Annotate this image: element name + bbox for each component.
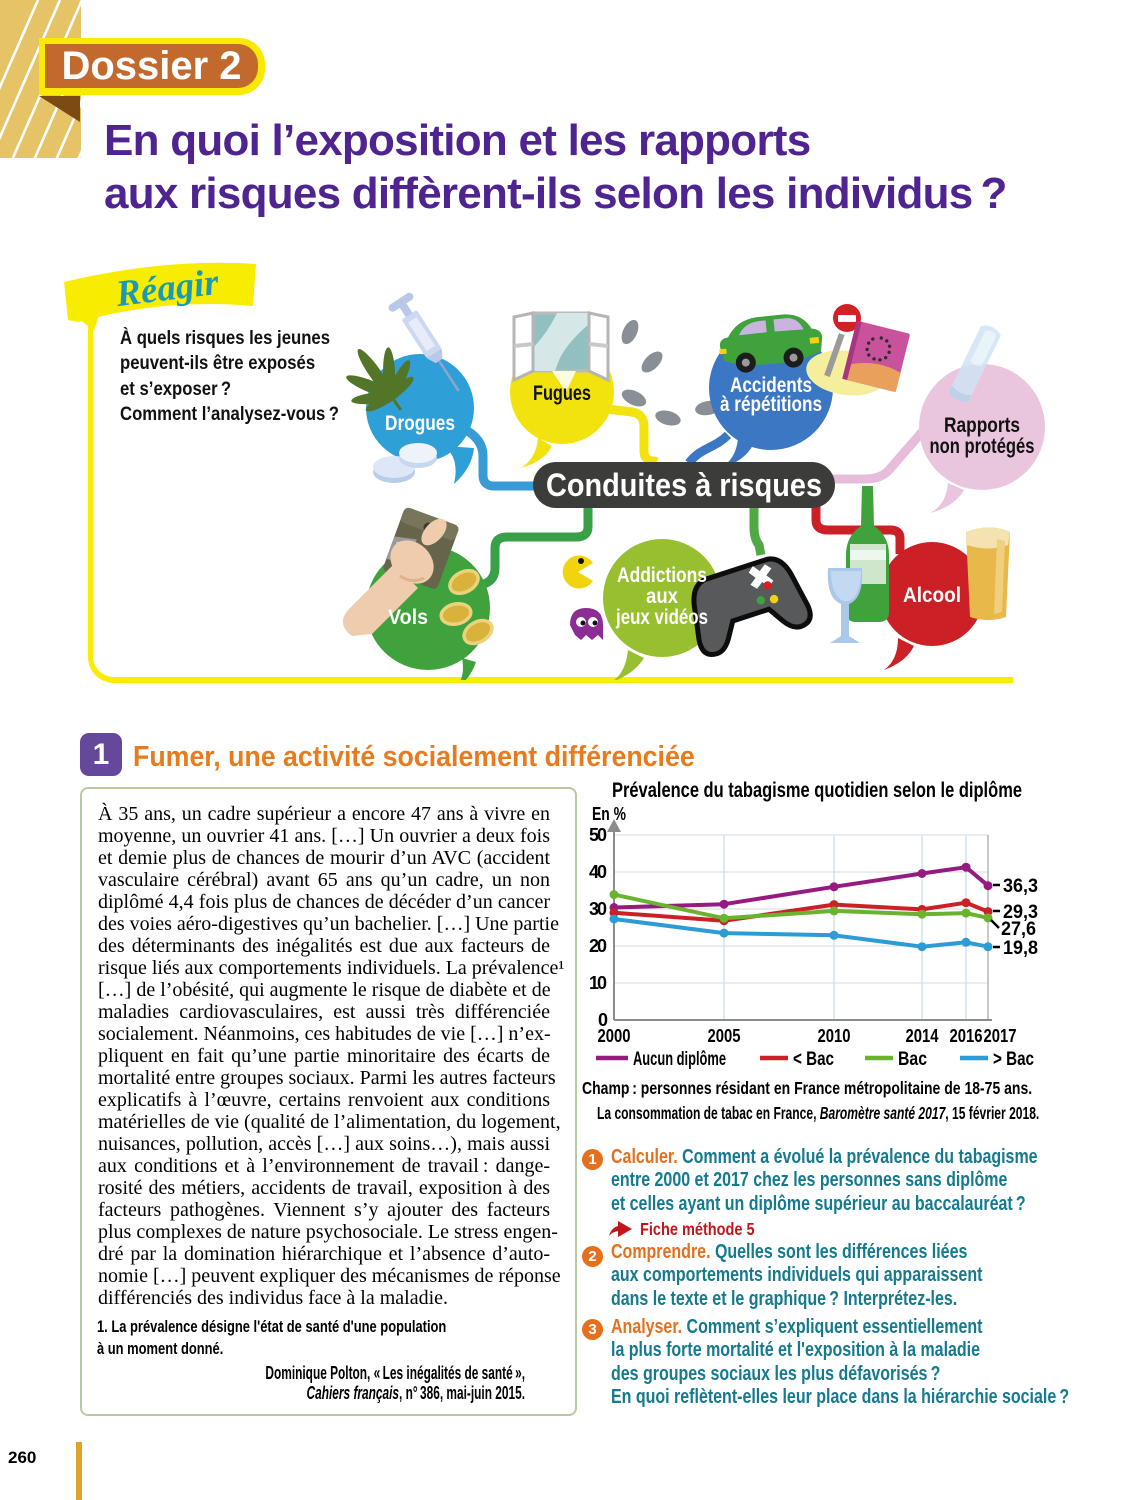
svg-text:Rapports: Rapports: [944, 414, 1020, 437]
svg-text:0: 0: [598, 1010, 608, 1030]
svg-text:Addictions: Addictions: [617, 564, 707, 587]
svg-text:50: 50: [589, 825, 607, 845]
svg-text:à répétitions: à répétitions: [720, 393, 822, 416]
svg-text:10: 10: [589, 973, 607, 993]
svg-text:Vols: Vols: [388, 606, 428, 629]
svg-text:Prévalence du tabagisme quotid: Prévalence du tabagisme quotidien selon …: [612, 778, 1022, 802]
svg-text:Alcool: Alcool: [903, 584, 961, 607]
svg-text:Bac: Bac: [898, 1049, 927, 1070]
svg-text:Aucun diplôme: Aucun diplôme: [633, 1049, 726, 1070]
svg-text:En %: En %: [592, 804, 626, 824]
svg-text:27,6: 27,6: [1001, 918, 1036, 940]
svg-text:Drogues: Drogues: [385, 412, 455, 435]
svg-text:Conduites à risques: Conduites à risques: [546, 467, 822, 503]
svg-text:2010: 2010: [818, 1026, 851, 1046]
svg-text:2016: 2016: [950, 1026, 983, 1046]
svg-text:non protégés: non protégés: [930, 435, 1035, 458]
svg-text:jeux vidéos: jeux vidéos: [615, 606, 708, 629]
svg-text:2000: 2000: [598, 1026, 631, 1046]
svg-text:2017: 2017: [984, 1026, 1017, 1046]
svg-text:30: 30: [589, 899, 607, 919]
svg-text:Fugues: Fugues: [533, 382, 591, 405]
svg-text:2014: 2014: [906, 1026, 939, 1046]
svg-text:> Bac: > Bac: [993, 1049, 1034, 1070]
svg-text:29,3: 29,3: [1003, 901, 1038, 923]
svg-text:2005: 2005: [708, 1026, 741, 1046]
svg-text:20: 20: [589, 936, 607, 956]
svg-text:aux: aux: [646, 585, 678, 608]
svg-text:36,3: 36,3: [1003, 875, 1038, 897]
svg-text:< Bac: < Bac: [793, 1049, 834, 1070]
svg-text:40: 40: [589, 862, 607, 882]
svg-text:Accidents: Accidents: [730, 374, 812, 397]
svg-text:19,8: 19,8: [1003, 937, 1038, 959]
